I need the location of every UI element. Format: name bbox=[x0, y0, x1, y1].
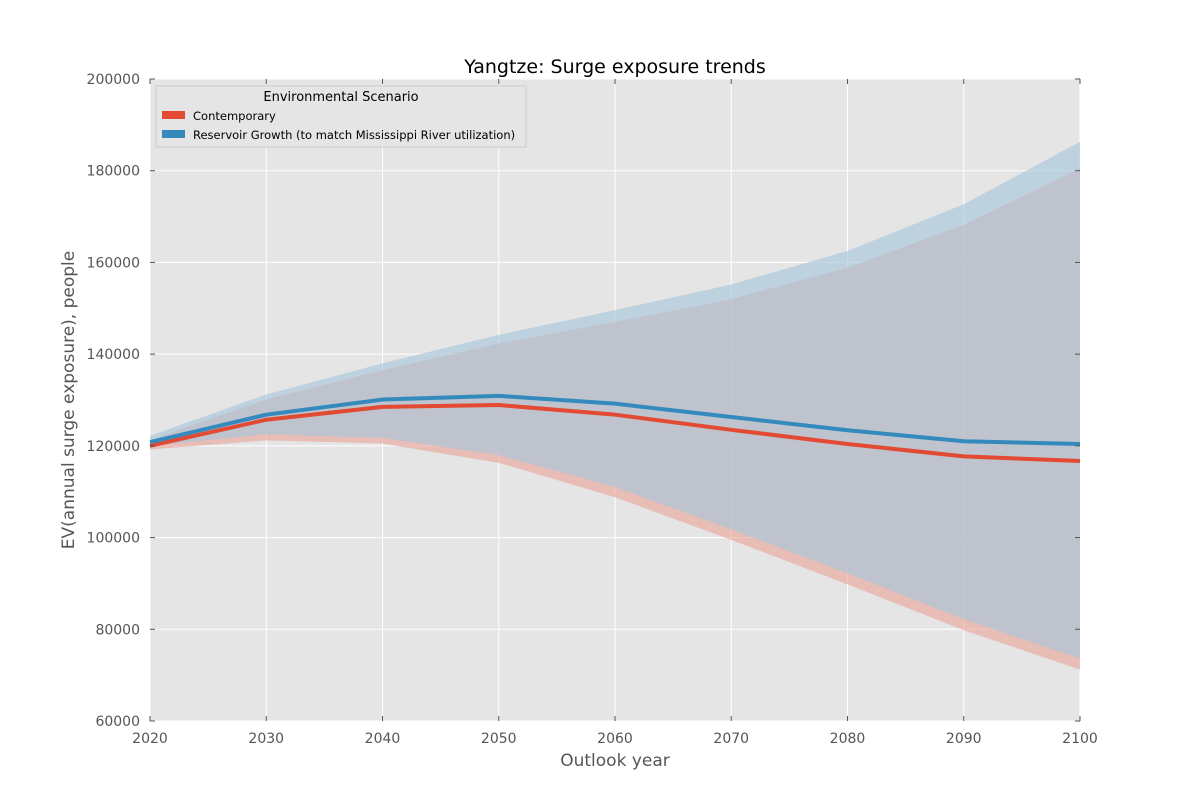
x-tick-label: 2070 bbox=[713, 731, 749, 747]
legend-title: Environmental Scenario bbox=[263, 90, 418, 105]
y-tick-label: 80000 bbox=[95, 622, 140, 638]
x-tick-label: 2080 bbox=[830, 731, 866, 747]
y-tick-label: 100000 bbox=[87, 531, 140, 547]
y-tick-label: 120000 bbox=[87, 439, 140, 455]
x-tick-label: 2030 bbox=[248, 731, 284, 747]
legend-box bbox=[155, 85, 527, 148]
legend-label-reservoir-growth: Reservoir Growth (to match Mississippi R… bbox=[193, 128, 515, 142]
y-tick-labels: 60000 80000 100000 120000 140000 160000 180000… bbox=[87, 72, 140, 730]
series-line-0 bbox=[149, 403, 1081, 463]
legend-swatch-contemporary bbox=[162, 111, 185, 119]
uncertainty-bands bbox=[150, 141, 1080, 670]
y-axis-label: EV(annual surge exposure), people bbox=[59, 251, 79, 549]
legend: Environmental Scenario Contemporary Rese… bbox=[155, 85, 527, 148]
x-tick-label: 2020 bbox=[132, 731, 168, 747]
x-tick-labels: 2020 2030 2040 2050 2060 2070 2080 2090 2100 bbox=[132, 731, 1098, 747]
x-tick-label: 2040 bbox=[365, 731, 401, 747]
chart-title: Yangtze: Surge exposure trends bbox=[463, 56, 766, 78]
legend-swatch-reservoir-growth bbox=[162, 130, 185, 138]
y-tick-label: 60000 bbox=[95, 714, 140, 730]
x-tick-label: 2100 bbox=[1062, 731, 1098, 747]
series-line-1 bbox=[149, 393, 1081, 447]
x-tick-label: 2060 bbox=[597, 731, 633, 747]
x-tick-label: 2090 bbox=[946, 731, 982, 747]
x-axis-label: Outlook year bbox=[560, 751, 670, 771]
legend-label-contemporary: Contemporary bbox=[193, 109, 276, 123]
y-tick-label: 140000 bbox=[87, 347, 140, 363]
y-tick-label: 200000 bbox=[87, 72, 140, 88]
axis-ticks bbox=[149, 78, 1081, 722]
series-lines bbox=[149, 393, 1081, 463]
y-tick-label: 180000 bbox=[87, 164, 140, 180]
y-tick-label: 160000 bbox=[87, 255, 140, 271]
uncertainty-band-1 bbox=[150, 141, 1080, 659]
x-tick-label: 2050 bbox=[481, 731, 517, 747]
